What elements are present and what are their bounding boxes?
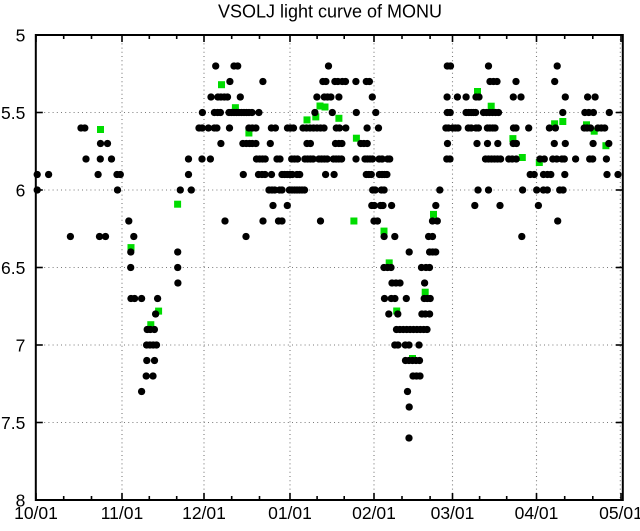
- svg-text:7.5: 7.5: [1, 413, 25, 433]
- svg-text:6: 6: [16, 180, 26, 200]
- svg-text:02/01: 02/01: [352, 503, 396, 523]
- svg-text:04/01: 04/01: [515, 503, 559, 523]
- svg-text:8: 8: [16, 490, 26, 510]
- svg-text:5.5: 5.5: [1, 103, 25, 123]
- svg-text:01/01: 01/01: [268, 503, 312, 523]
- svg-text:11/01: 11/01: [101, 503, 144, 523]
- svg-text:12/01: 12/01: [182, 503, 226, 523]
- svg-text:7: 7: [16, 335, 26, 355]
- svg-text:VSOLJ light curve of MONU: VSOLJ light curve of MONU: [218, 1, 442, 21]
- svg-text:03/01: 03/01: [431, 503, 475, 523]
- svg-text:5: 5: [16, 25, 26, 45]
- svg-text:6.5: 6.5: [1, 258, 25, 278]
- svg-text:10/01: 10/01: [14, 503, 58, 523]
- svg-text:05/01: 05/01: [599, 503, 640, 523]
